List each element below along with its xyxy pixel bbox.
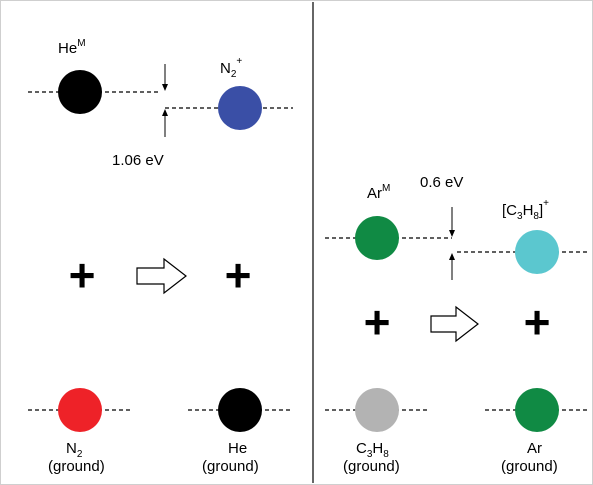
ar-metastable-label: ArM — [367, 183, 390, 202]
ar-metastable-circle — [355, 216, 399, 260]
c3h8-ion-circle — [515, 230, 559, 274]
c3h8-ground-state: (ground) — [343, 458, 400, 475]
he-metastable-circle — [58, 70, 102, 114]
ar-ground-state: (ground) — [501, 458, 558, 475]
right-energy-gap-label: 0.6 eV — [420, 174, 463, 191]
n2-ion-label: N2+ — [220, 56, 242, 80]
ar-ground-circle — [515, 388, 559, 432]
c3h8-ion-label: [C3H8]+ — [502, 198, 549, 222]
right-panel: ArM 0.6 eV [C3H8]+ + + C3H8 (ground) Ar … — [325, 174, 590, 475]
he-ground-circle — [218, 388, 262, 432]
right-gap-arrow-up-head — [449, 253, 455, 260]
left-panel: HeM N2+ 1.06 eV + + N2 (ground) He (grou… — [28, 38, 293, 475]
n2-ground-label: N2 — [66, 440, 83, 460]
left-plus-1: + — [69, 249, 96, 301]
left-plus-2: + — [225, 249, 252, 301]
he-metastable-label: HeM — [58, 38, 86, 57]
right-gap-arrow-down-head — [449, 230, 455, 237]
n2-ground-state: (ground) — [48, 458, 105, 475]
right-plus-2: + — [524, 296, 551, 348]
right-reaction-arrow — [430, 305, 479, 343]
he-ground-state: (ground) — [202, 458, 259, 475]
c3h8-ground-circle — [355, 388, 399, 432]
ar-ground-label: Ar — [527, 440, 542, 457]
gap-arrow-down-head — [162, 84, 168, 91]
n2-ground-circle — [58, 388, 102, 432]
c3h8-ground-label: C3H8 — [356, 440, 389, 460]
left-energy-gap-label: 1.06 eV — [112, 152, 164, 169]
n2-ion-circle — [218, 86, 262, 130]
left-reaction-arrow — [136, 257, 187, 295]
right-plus-1: + — [364, 296, 391, 348]
gap-arrow-up-head — [162, 109, 168, 116]
he-ground-label: He — [228, 440, 247, 457]
